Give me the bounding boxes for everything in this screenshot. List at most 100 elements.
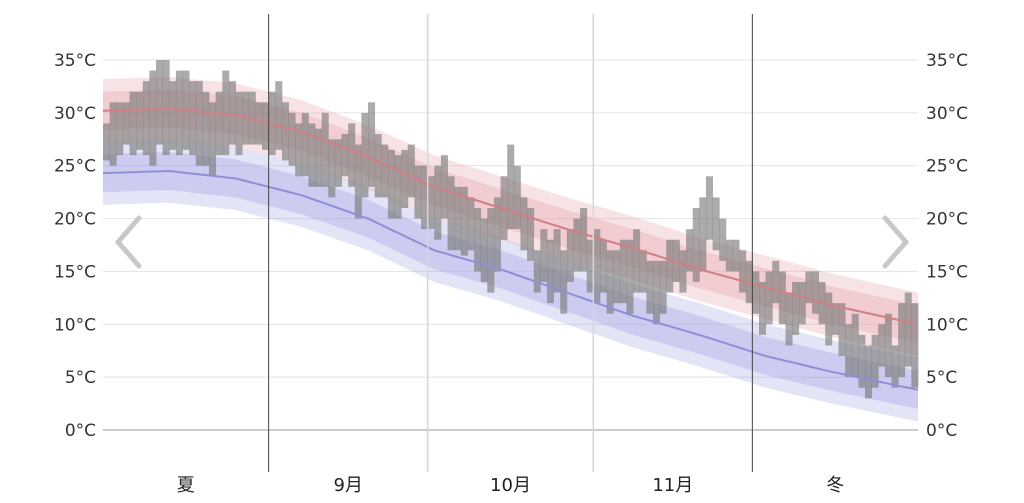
observed-day-bar <box>845 324 853 378</box>
observed-day-bar <box>447 176 455 251</box>
observed-day-bar <box>891 345 899 388</box>
observed-day-bar <box>308 123 316 187</box>
observed-day-bar <box>474 208 482 272</box>
observed-day-bar <box>838 303 846 356</box>
observed-day-bar <box>811 271 820 314</box>
observed-day-bar <box>805 271 813 304</box>
y-tick-label-left: 25°C <box>54 157 96 177</box>
observed-day-bar <box>136 91 144 150</box>
observed-day-bar <box>904 292 912 367</box>
observed-day-bar <box>732 239 740 272</box>
observed-day-bar <box>381 144 389 198</box>
y-tick-label-left: 20°C <box>54 210 96 230</box>
observed-day-bar <box>281 102 289 161</box>
observed-day-bar <box>394 155 402 219</box>
observed-day-bar <box>792 282 800 335</box>
low-outer-band <box>103 139 918 422</box>
observed-day-bar <box>858 334 866 388</box>
observed-day-bar <box>520 197 528 251</box>
observed-day-bar <box>189 81 197 156</box>
observed-day-bar <box>116 102 124 156</box>
observed-day-bar <box>275 81 283 150</box>
y-tick-label-right: 20°C <box>926 210 968 230</box>
observed-day-bar <box>533 250 541 293</box>
observed-day-bar <box>871 334 879 388</box>
observed-day-bar <box>500 176 508 240</box>
observed-day-bar <box>175 70 183 156</box>
observed-day-bar <box>739 250 747 293</box>
observed-day-bar <box>540 229 548 282</box>
observed-day-bar <box>248 91 256 145</box>
observed-day-bar <box>898 303 906 378</box>
observed-day-bar <box>626 239 634 314</box>
observed-day-bar <box>719 218 727 261</box>
observed-day-bar <box>672 239 680 282</box>
observed-day-bar <box>235 91 243 156</box>
observed-day-bar <box>407 144 415 198</box>
observed-day-bar <box>712 197 720 251</box>
observed-day-bar <box>195 81 203 166</box>
observed-day-bar <box>348 123 356 187</box>
observed-day-bar <box>772 260 780 304</box>
observed-day-bar <box>454 186 462 251</box>
y-tick-label-right: 25°C <box>926 157 968 177</box>
observed-day-bar <box>666 239 674 293</box>
observed-day-bar <box>209 102 217 177</box>
y-axis-right: 0°C 5°C 10°C 15°C 20°C 25°C 30°C 35°C <box>926 51 968 441</box>
observed-day-bar <box>580 208 588 272</box>
observed-day-bar <box>686 229 694 272</box>
y-tick-label-left: 15°C <box>54 262 96 282</box>
period-label: 10月 <box>490 475 531 496</box>
observed-day-bar <box>414 165 422 219</box>
average-low-line <box>102 169 919 391</box>
observed-day-bar <box>427 176 435 230</box>
observed-day-bar <box>215 91 223 156</box>
observed-day-bar <box>679 250 687 293</box>
observed-day-bar <box>586 239 594 293</box>
average-high-line <box>102 107 919 326</box>
x-axis-labels: 夏 9月 10月 11月 冬 <box>177 475 844 496</box>
observed-day-bar <box>911 303 919 388</box>
y-tick-label-right: 5°C <box>926 368 957 388</box>
observed-day-bar <box>878 324 886 367</box>
observed-day-bar <box>460 186 468 256</box>
observed-day-bar <box>553 229 561 293</box>
observed-day-bar <box>421 165 429 230</box>
observed-day-bar <box>354 144 362 219</box>
observed-day-bar <box>527 208 535 261</box>
y-tick-label-right: 35°C <box>926 51 968 71</box>
line-layer <box>102 107 919 391</box>
observed-day-bar <box>149 70 157 166</box>
observed-day-bar <box>599 239 607 293</box>
chevron-left-icon <box>115 215 142 269</box>
previous-period-button[interactable] <box>112 214 146 270</box>
observed-day-bar <box>778 271 786 325</box>
observed-day-bar <box>401 149 409 208</box>
next-period-button[interactable] <box>878 214 912 270</box>
observed-day-bar <box>222 70 230 156</box>
observed-day-bar <box>864 345 873 399</box>
observed-day-bar <box>639 250 647 293</box>
observed-day-bar <box>765 271 773 325</box>
observed-day-bar <box>831 303 839 335</box>
observed-day-bar <box>434 165 442 240</box>
observed-day-bar <box>785 292 793 346</box>
y-tick-label-left: 10°C <box>54 315 96 335</box>
y-tick-label-left: 5°C <box>65 368 96 388</box>
observed-day-bar <box>467 197 475 251</box>
y-tick-label-right: 15°C <box>926 262 968 282</box>
observed-day-bar <box>646 260 654 314</box>
observed-day-bar <box>368 102 376 187</box>
observed-day-bar <box>825 292 833 346</box>
chevron-right-icon <box>882 215 909 269</box>
observed-day-bar <box>705 176 713 240</box>
observed-day-bar <box>156 60 164 145</box>
observed-day-bar <box>440 155 448 219</box>
observed-day-bar <box>652 260 660 325</box>
y-tick-label-right: 0°C <box>926 421 957 441</box>
observed-day-bar <box>725 239 733 272</box>
low-inner-band <box>103 152 918 409</box>
observed-day-bar <box>334 139 342 187</box>
observed-day-bar <box>295 123 303 177</box>
